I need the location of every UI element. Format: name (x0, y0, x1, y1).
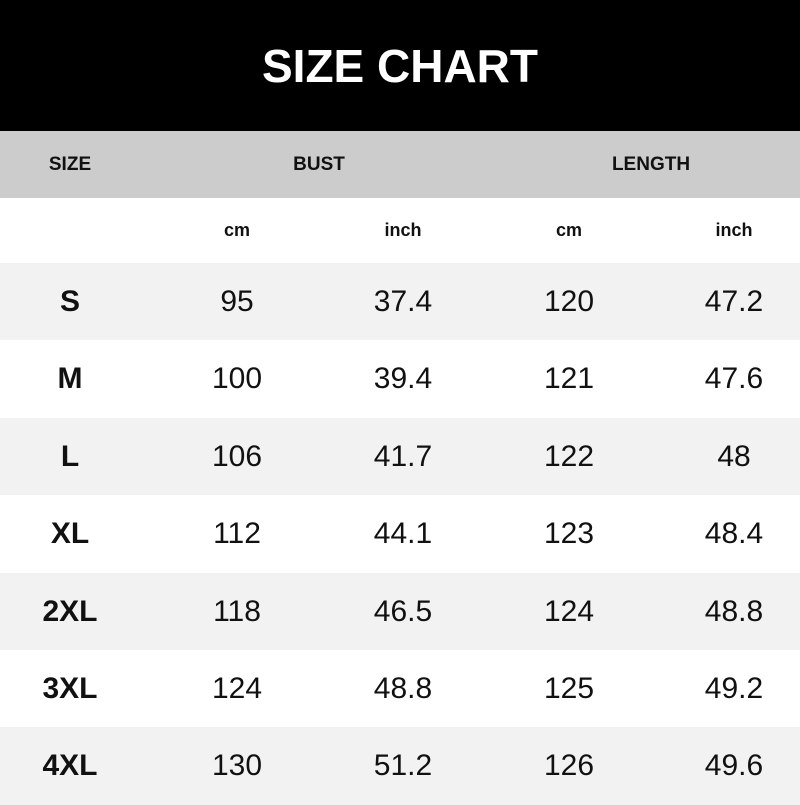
unit-length-inch: inch (715, 220, 753, 240)
size-table-body: S 95 37.4 120 47.2 M 100 39.4 121 47.6 L 106 41.7 122… (0, 263, 800, 805)
length-cm-cell: 123 (543, 517, 595, 551)
header-length: LENGTH (611, 154, 691, 175)
table-row: L 106 41.7 122 48 (0, 417, 800, 496)
bust-inch-cell: 37.4 (373, 285, 433, 318)
length-cm-cell: 126 (543, 749, 595, 783)
length-inch-cell: 48.4 (704, 517, 764, 551)
header-row: SIZE BUST LENGTH (0, 131, 800, 198)
title-bar: SIZE CHART (0, 0, 800, 131)
size-cell: 4XL (42, 749, 98, 783)
size-cell: M (57, 362, 83, 396)
size-cell: XL (50, 517, 90, 551)
bust-inch-cell: 51.2 (373, 749, 433, 783)
bust-inch-cell: 46.5 (373, 594, 433, 628)
unit-bust-inch: inch (384, 220, 422, 240)
bust-inch-cell: 39.4 (373, 362, 433, 396)
bust-inch-cell: 44.1 (373, 517, 433, 551)
unit-length-cm: cm (555, 220, 583, 240)
table-row: 3XL 124 48.8 125 49.2 (0, 649, 800, 728)
length-inch-cell: 47.6 (704, 362, 764, 396)
header-size: SIZE (48, 154, 92, 175)
size-cell: 3XL (42, 671, 98, 705)
length-cm-cell: 120 (543, 285, 595, 318)
units-row: cm inch cm inch (0, 198, 800, 263)
page-title: SIZE CHART (262, 39, 538, 92)
size-cell: L (60, 439, 80, 473)
length-inch-cell: 49.6 (704, 749, 764, 783)
bust-cm-cell: 95 (220, 285, 254, 318)
bust-cm-cell: 130 (211, 749, 263, 783)
table-row: M 100 39.4 121 47.6 (0, 340, 800, 418)
bust-cm-cell: 124 (211, 671, 263, 705)
length-inch-cell: 48.8 (704, 594, 764, 628)
length-cm-cell: 124 (543, 594, 595, 628)
length-inch-cell: 49.2 (704, 671, 764, 705)
bust-inch-cell: 41.7 (373, 439, 433, 473)
table-row: 4XL 130 51.2 126 49.6 (0, 727, 800, 805)
bust-cm-cell: 106 (211, 439, 263, 473)
unit-bust-cm: cm (223, 220, 251, 240)
bust-inch-cell: 48.8 (373, 671, 433, 705)
length-inch-cell: 47.2 (704, 285, 764, 318)
bust-cm-cell: 118 (213, 594, 261, 628)
table-row: S 95 37.4 120 47.2 (0, 263, 800, 341)
bust-cm-cell: 100 (211, 362, 263, 396)
table-row: XL 112 44.1 123 48.4 (0, 495, 800, 573)
length-cm-cell: 121 (543, 362, 595, 396)
size-cell: 2XL (42, 594, 98, 628)
length-cm-cell: 122 (543, 439, 595, 473)
size-cell: S (59, 285, 81, 318)
table-row: 2XL 118 46.5 124 48.8 (0, 572, 800, 650)
length-inch-cell: 48 (717, 439, 751, 473)
length-cm-cell: 125 (543, 671, 595, 705)
bust-cm-cell: 112 (213, 517, 261, 551)
header-bust: BUST (293, 154, 345, 175)
